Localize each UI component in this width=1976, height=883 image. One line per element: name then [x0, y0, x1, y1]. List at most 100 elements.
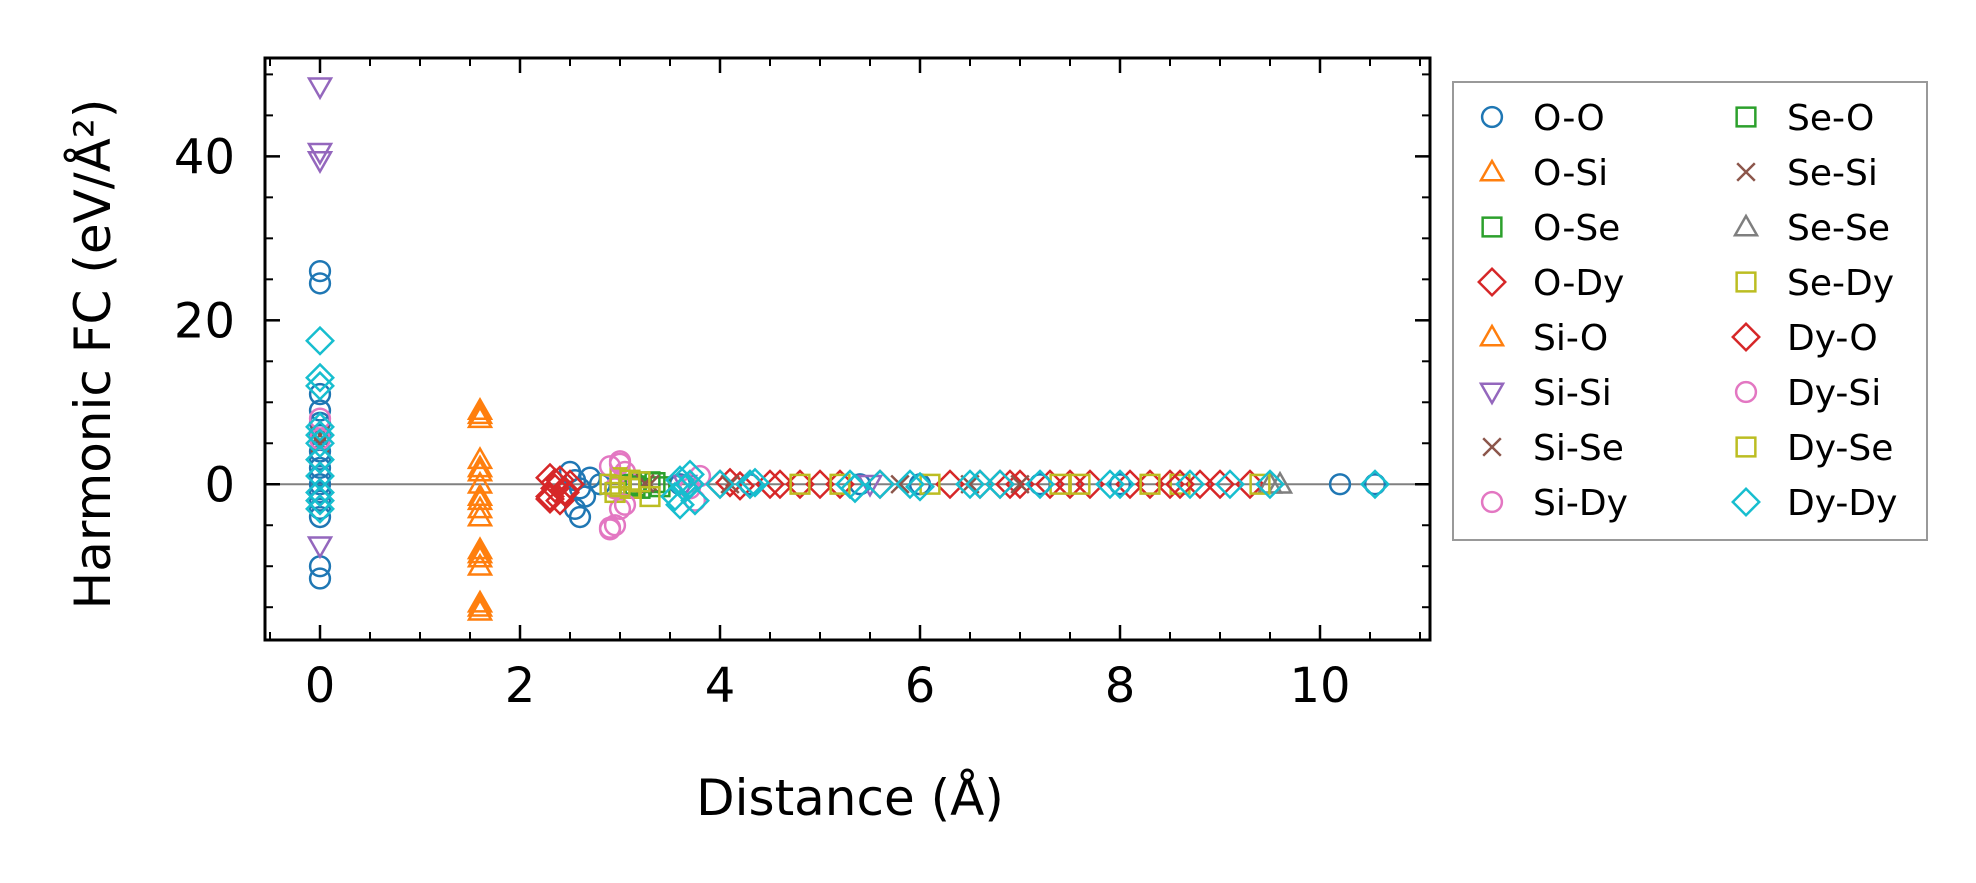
data-point	[308, 382, 332, 406]
data-point	[1069, 473, 1091, 495]
data-point	[905, 471, 935, 502]
data-point	[985, 469, 1015, 500]
data-point	[665, 465, 695, 496]
legend-marker	[1478, 158, 1506, 182]
legend-label: Dy-O	[1787, 318, 1878, 359]
data-point	[308, 259, 332, 283]
legend-label: Dy-Dy	[1787, 483, 1897, 524]
data-point	[1005, 469, 1035, 500]
data-point	[466, 446, 494, 470]
data-point	[995, 469, 1025, 500]
data-point	[765, 469, 795, 500]
data-point	[598, 516, 622, 539]
data-point	[308, 497, 332, 520]
legend-label: Si-O	[1533, 318, 1608, 359]
data-point	[466, 470, 494, 494]
data-point	[466, 597, 494, 621]
data-point	[715, 467, 745, 498]
data-point	[305, 493, 335, 524]
legend-entry: O-Se	[1481, 208, 1620, 249]
data-point	[1010, 474, 1030, 494]
legend-marker	[1477, 267, 1507, 297]
legend-entry: O-Dy	[1477, 263, 1624, 304]
legend-marker	[1480, 105, 1504, 129]
data-point	[1169, 473, 1191, 495]
legend-marker	[1481, 216, 1503, 238]
legend-entry: Dy-Si	[1734, 373, 1881, 414]
legend-label: Se-O	[1787, 98, 1874, 139]
x-tick-label: 4	[705, 658, 736, 714]
data-point	[1049, 473, 1071, 495]
legend-marker	[1478, 382, 1506, 406]
legend-entry: Dy-Se	[1735, 428, 1893, 469]
legend-label: Si-Se	[1533, 428, 1624, 469]
data-point	[305, 477, 335, 508]
data-point	[568, 505, 592, 529]
legend-marker	[1735, 271, 1757, 293]
legend-entry: Se-Se	[1732, 208, 1890, 249]
legend-entry: Si-Si	[1478, 373, 1612, 414]
legend-entry: O-Si	[1478, 153, 1608, 194]
data-point	[1255, 469, 1285, 500]
data-point	[550, 475, 580, 506]
series-si-o	[466, 401, 494, 617]
legend-entry: Si-Dy	[1480, 483, 1628, 524]
plot-layer	[265, 77, 1430, 621]
legend-marker	[1478, 323, 1506, 347]
data-point	[1108, 473, 1132, 496]
legend-entry: Si-O	[1478, 318, 1608, 359]
legend-marker	[1734, 380, 1758, 404]
data-point	[1165, 469, 1195, 500]
data-point	[1360, 469, 1390, 500]
data-point	[895, 469, 925, 500]
data-point	[955, 469, 985, 500]
data-point	[840, 473, 870, 504]
x-tick-label: 2	[505, 658, 536, 714]
data-point	[308, 272, 332, 295]
axes-layer: 0 2 4 6 8 10 0 20 40	[174, 56, 1432, 714]
data-point	[1035, 469, 1065, 500]
legend-entry: Se-Dy	[1735, 263, 1894, 304]
data-point	[305, 362, 335, 393]
legend-label: O-Dy	[1533, 263, 1624, 304]
legend-marker	[1735, 436, 1757, 458]
data-point	[305, 428, 335, 459]
data-point	[466, 401, 494, 425]
legend-marker	[1731, 322, 1761, 352]
data-point	[1115, 469, 1145, 500]
data-point	[1235, 469, 1265, 500]
legend-entry: O-O	[1480, 98, 1605, 139]
data-point	[545, 465, 575, 496]
data-point	[466, 536, 494, 560]
legend-entry: Dy-O	[1731, 318, 1878, 359]
data-point	[308, 567, 332, 590]
data-point	[1175, 469, 1205, 500]
data-point	[306, 142, 334, 166]
data-point	[1139, 473, 1161, 495]
legend-label: Se-Dy	[1787, 263, 1894, 304]
legend-marker	[1482, 437, 1502, 457]
legend-label: Dy-Se	[1787, 428, 1893, 469]
data-point	[735, 469, 765, 500]
data-point	[540, 473, 570, 504]
x-tick-label: 10	[1289, 658, 1350, 714]
data-point	[305, 325, 335, 356]
series-dy-se	[609, 469, 641, 498]
data-point	[935, 469, 965, 500]
data-point	[1025, 469, 1055, 500]
legend-entry: Se-O	[1735, 98, 1874, 139]
data-point	[619, 469, 641, 491]
legend-marker	[1732, 213, 1760, 237]
y-axis-title: Harmonic FC (eV/Å²)	[64, 99, 122, 610]
x-tick-label: 8	[1105, 658, 1136, 714]
data-point	[306, 536, 334, 560]
x-tick-label: 6	[905, 658, 936, 714]
legend-marker	[1735, 106, 1757, 128]
series-o-si	[466, 396, 494, 621]
data-point	[466, 589, 494, 613]
data-point	[305, 444, 335, 475]
legend-marker	[1480, 490, 1504, 514]
data-point	[740, 467, 770, 498]
data-point	[466, 405, 494, 429]
data-point	[1185, 469, 1215, 500]
